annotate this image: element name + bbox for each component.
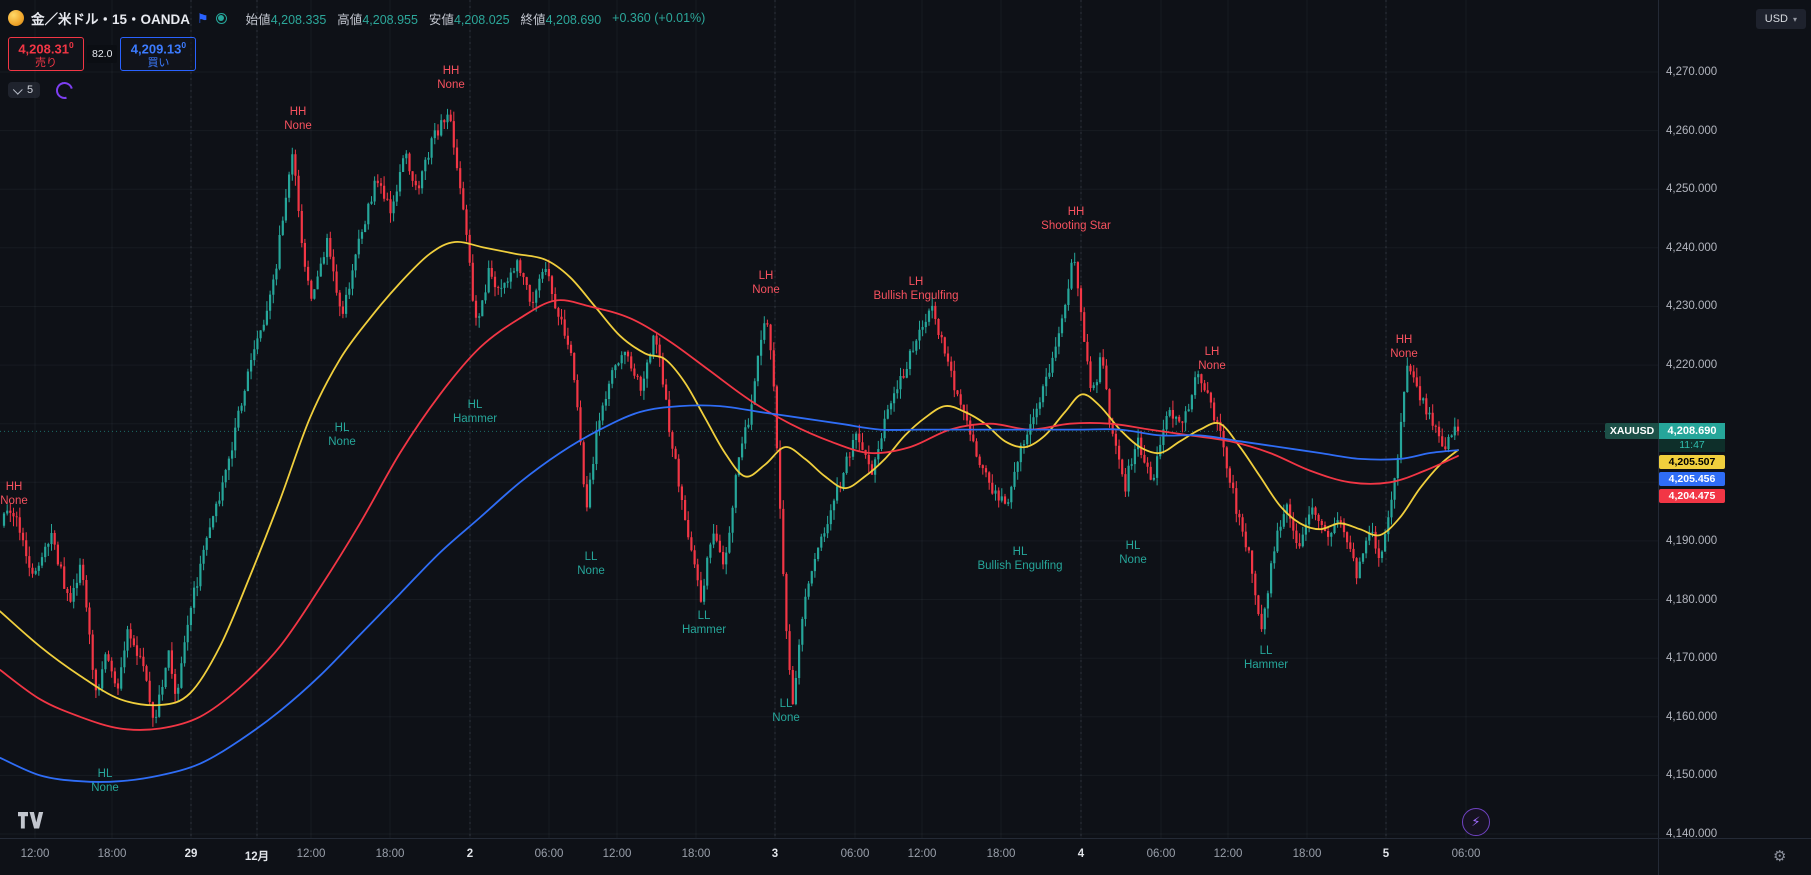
legend-row-tools: 5 [8, 78, 705, 102]
candles-down-wicks [9, 109, 1459, 727]
high-value: 4,208.955 [362, 12, 418, 27]
time-tick: 18:00 [1292, 848, 1322, 860]
buy-label: 買い [147, 56, 170, 69]
time-tick: 18:00 [375, 848, 405, 860]
symbol-title[interactable]: 金／米ドル・15・OANDA [31, 12, 191, 27]
price-tick: 4,260.000 [1666, 125, 1718, 137]
high-label: 高値 [337, 12, 363, 27]
caret-down-icon: ▾ [1792, 14, 1797, 24]
candlestick-chart[interactable] [0, 0, 1658, 838]
price-tag-value: 4,208.690 [1659, 423, 1725, 439]
gold-coin-icon [8, 10, 24, 26]
bar-countdown: 11:47 [1659, 439, 1725, 452]
price-tick: 4,250.000 [1666, 183, 1718, 195]
ma-price-tag-blue: 4,205.456 [1659, 472, 1725, 486]
open-label: 始値 [245, 12, 271, 27]
price-tick: 4,270.000 [1666, 66, 1718, 78]
candles-down-bodies [9, 114, 1460, 718]
currency-label: USD [1764, 13, 1788, 25]
price-tick: 4,190.000 [1666, 535, 1718, 547]
chevron-down-icon [12, 84, 23, 95]
time-tick: 18:00 [986, 848, 1016, 860]
candles-up-wicks [3, 108, 1456, 724]
time-tick: 5 [1382, 848, 1390, 860]
chart-legend: 金／米ドル・15・OANDA ⚑ 始値4,208.335 高値4,208.955… [8, 8, 705, 102]
time-tick: 18:00 [681, 848, 711, 860]
ma-price-tag-red: 4,204.475 [1659, 489, 1725, 503]
sell-price: 4,208.31 [18, 41, 69, 57]
price-tick: 4,220.000 [1666, 359, 1718, 371]
low-label: 安値 [428, 12, 454, 27]
price-axis[interactable]: USD ▾ XAUUSD 4,208.690 11:47 4,270.000 4,2… [1605, 0, 1811, 840]
buy-button[interactable]: 4,209.130 買い [120, 37, 197, 71]
close-value: 4,208.690 [545, 12, 602, 27]
price-tick: 4,240.000 [1666, 242, 1718, 254]
time-tick: 3 [771, 848, 779, 860]
price-tag-symbol: XAUUSD [1605, 423, 1659, 439]
settings-gear-icon[interactable]: ⚙ [1773, 848, 1787, 865]
time-tick: 12:00 [1213, 848, 1243, 860]
market-status-icon [215, 12, 227, 24]
sell-label: 売り [35, 56, 57, 69]
ma-line-blue_slow [0, 404, 1459, 783]
ma-line-red_medium [0, 299, 1459, 731]
time-tick: 18:00 [97, 848, 127, 860]
spread-value: 82.0 [87, 45, 118, 63]
price-tick: 4,150.000 [1666, 769, 1718, 781]
price-tick: 4,170.000 [1666, 652, 1718, 664]
time-tick: 06:00 [534, 848, 564, 860]
time-tick: 2 [466, 848, 474, 860]
trade-panel: 4,208.310 売り 82.0 4,209.130 買い [8, 36, 705, 72]
sell-price-sup: 0 [68, 40, 74, 51]
tradingview-logo[interactable] [18, 812, 44, 834]
time-tick: 29 [184, 848, 198, 860]
buy-price-sup: 0 [181, 40, 187, 51]
time-tick: 06:00 [1451, 848, 1481, 860]
current-price-tag: XAUUSD 4,208.690 11:47 [1605, 423, 1725, 452]
ohlc-values: 始値4,208.335 高値4,208.955 安値4,208.025 終値4,… [246, 9, 706, 28]
time-tick: 12:00 [20, 848, 50, 860]
boost-lightning-button[interactable]: ⚡ [1462, 808, 1490, 836]
candles-up-bodies [2, 114, 1456, 718]
chart-pane[interactable]: HH None HL None HH None HL None HH None HL Hammer LL… [0, 0, 1658, 838]
open-value: 4,208.335 [270, 12, 327, 27]
price-tick: 4,140.000 [1666, 828, 1718, 840]
buy-price: 4,209.13 [130, 41, 182, 57]
low-value: 4,208.025 [453, 12, 510, 27]
ma-line-yellow_fast [0, 240, 1459, 707]
indicator-count: 5 [27, 84, 34, 96]
change-value: +0.360 (+0.01%) [612, 11, 706, 25]
axis-corner: ⚙ [1658, 838, 1811, 875]
price-tick: 4,230.000 [1666, 300, 1718, 312]
time-tick: 12:00 [296, 848, 326, 860]
legend-collapse-button[interactable]: 5 [8, 82, 41, 98]
time-tick: 06:00 [1146, 848, 1176, 860]
ma-price-tag-yellow: 4,205.507 [1659, 455, 1725, 469]
time-tick: 12:00 [907, 848, 937, 860]
time-tick: 4 [1077, 848, 1085, 860]
time-tick: 06:00 [840, 848, 870, 860]
time-tick: 12月 [244, 851, 270, 863]
currency-selector-button[interactable]: USD ▾ [1755, 9, 1806, 29]
legend-row-symbol: 金／米ドル・15・OANDA ⚑ 始値4,208.335 高値4,208.955… [8, 8, 705, 28]
sell-button[interactable]: 4,208.310 売り [8, 37, 84, 71]
loading-spinner-icon [53, 78, 77, 102]
price-tick: 4,180.000 [1666, 594, 1718, 606]
time-axis[interactable]: 12:00 18:00 29 12月 12:00 18:00 2 06:00 12:00 18:0… [0, 838, 1658, 875]
price-tick: 4,160.000 [1666, 711, 1718, 723]
time-tick: 12:00 [602, 848, 632, 860]
flag-icon[interactable]: ⚑ [197, 10, 209, 26]
close-label: 終値 [520, 12, 546, 27]
